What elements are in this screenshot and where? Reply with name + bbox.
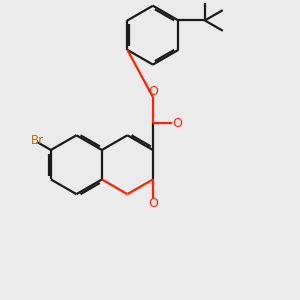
Text: O: O — [172, 117, 182, 130]
Text: O: O — [148, 85, 158, 98]
Text: O: O — [148, 197, 158, 210]
Text: Br: Br — [31, 134, 44, 147]
